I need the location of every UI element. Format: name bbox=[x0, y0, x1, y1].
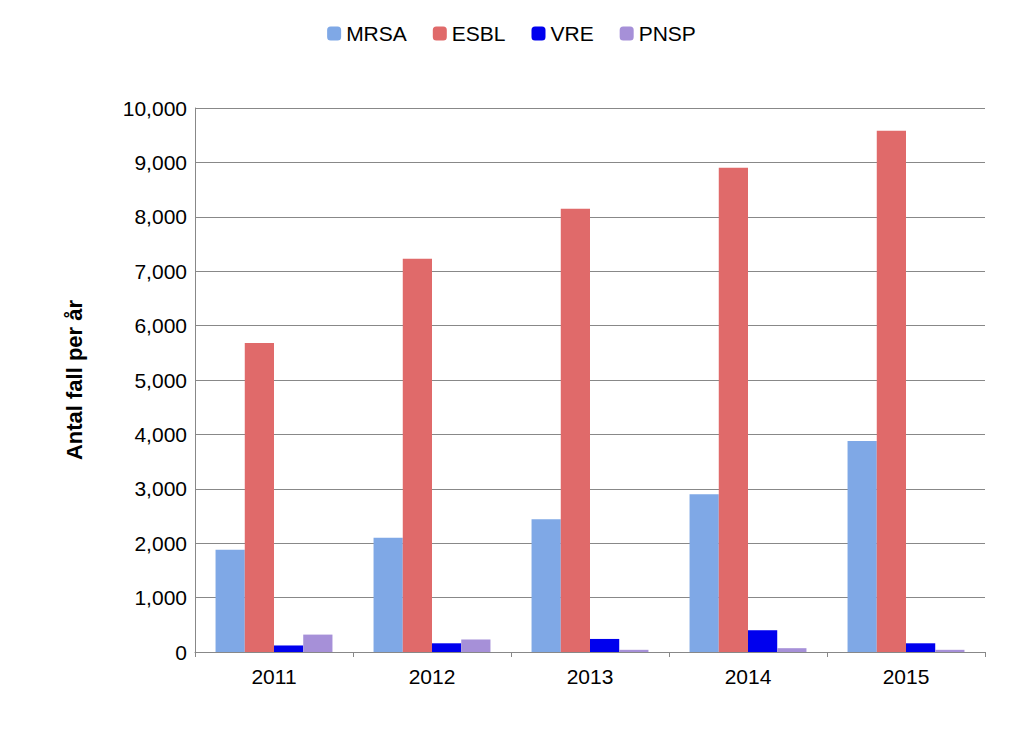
svg-text:10,000: 10,000 bbox=[123, 97, 187, 120]
svg-text:8,000: 8,000 bbox=[134, 205, 187, 228]
svg-text:Antal fall per år: Antal fall per år bbox=[62, 299, 87, 460]
svg-text:2014: 2014 bbox=[725, 665, 772, 688]
svg-text:4,000: 4,000 bbox=[134, 423, 187, 446]
svg-text:7,000: 7,000 bbox=[134, 260, 187, 283]
svg-text:VRE: VRE bbox=[551, 22, 594, 45]
svg-text:2015: 2015 bbox=[883, 665, 930, 688]
svg-text:0: 0 bbox=[175, 641, 187, 664]
svg-text:2013: 2013 bbox=[567, 665, 614, 688]
svg-text:3,000: 3,000 bbox=[134, 477, 187, 500]
svg-text:2,000: 2,000 bbox=[134, 532, 187, 555]
svg-text:1,000: 1,000 bbox=[134, 586, 187, 609]
svg-text:2012: 2012 bbox=[409, 665, 456, 688]
svg-text:ESBL: ESBL bbox=[452, 22, 506, 45]
svg-text:PNSP: PNSP bbox=[639, 22, 696, 45]
svg-text:9,000: 9,000 bbox=[134, 151, 187, 174]
svg-text:2011: 2011 bbox=[251, 665, 296, 688]
svg-text:5,000: 5,000 bbox=[134, 369, 187, 392]
svg-text:MRSA: MRSA bbox=[346, 22, 407, 45]
svg-text:6,000: 6,000 bbox=[134, 314, 187, 337]
